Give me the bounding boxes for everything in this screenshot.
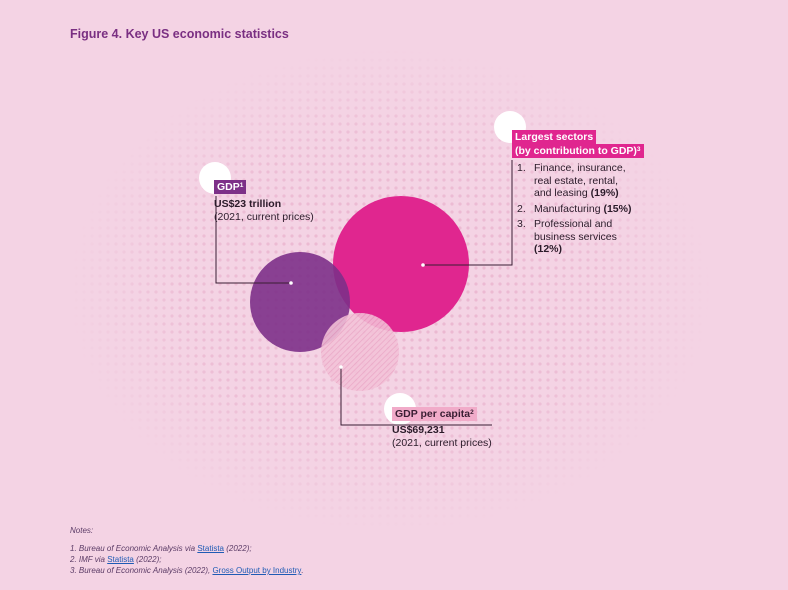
gdp-leader-dot [289, 281, 293, 285]
sectors-circle [333, 196, 469, 332]
percap-detail: (2021, current prices) [392, 436, 492, 449]
gross-output-link[interactable]: Gross Output by Industry [212, 566, 302, 575]
percap-leader-dot [339, 365, 343, 369]
note-line: 3. Bureau of Economic Analysis (2022), G… [70, 566, 304, 575]
list-item: 1. Finance, insurance, real estate, rent… [517, 162, 626, 199]
gdp-label-group: GDP1 US$23 trillion (2021, current price… [214, 180, 314, 223]
figure-title: Figure 4. Key US economic statistics [70, 27, 289, 41]
list-item: 2. Manufacturing (15%) [517, 202, 632, 215]
list-item: 3. Professional and business services (1… [517, 218, 617, 255]
gdp-detail: (2021, current prices) [214, 210, 314, 223]
sectors-tag-line2: (by contribution to GDP)3 [512, 144, 644, 158]
gdp-circle [250, 252, 350, 352]
percap-label-group: GDP per capita2 US$69,231 (2021, current… [392, 407, 492, 449]
sectors-tag-line1: Largest sectors [512, 130, 597, 144]
statista-link[interactable]: Statista [197, 544, 225, 553]
gdp-per-capita-circle [321, 313, 399, 391]
notes-heading: Notes: [70, 526, 94, 535]
notes: Notes: 1. Bureau of Economic Analysis vi… [70, 526, 304, 576]
gdp-tag: GDP1 [214, 180, 247, 194]
percap-leader-line [340, 367, 394, 426]
percap-tag: GDP per capita2 [392, 407, 477, 421]
statista-link[interactable]: Statista [107, 555, 134, 564]
sectors-leader-line [423, 160, 513, 266]
gdp-leader-line [215, 196, 291, 284]
percap-value: US$69,231 [392, 424, 445, 436]
gdp-value: US$23 trillion [214, 198, 282, 210]
note-line: 2. IMF via Statista (2022); [70, 555, 162, 564]
note-line: 1. Bureau of Economic Analysis via Stati… [70, 544, 252, 553]
sectors-list: 1. Finance, insurance, real estate, rent… [512, 162, 644, 256]
sectors-leader-dot [421, 263, 425, 267]
sectors-label-group: Largest sectors (by contribution to GDP)… [512, 130, 644, 259]
